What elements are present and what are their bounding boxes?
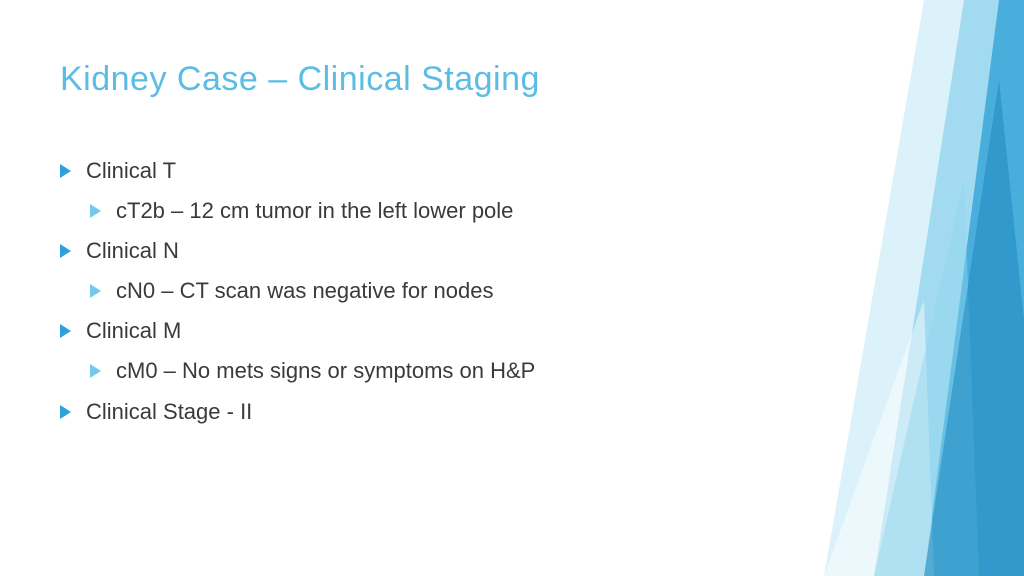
sub-list-item: cT2b – 12 cm tumor in the left lower pol…: [90, 194, 760, 228]
sub-list-item-label: cM0 – No mets signs or symptoms on H&P: [116, 358, 535, 383]
list-item: Clinical M cM0 – No mets signs or symptom…: [60, 314, 760, 388]
slide-content: Kidney Case – Clinical Staging Clinical …: [60, 60, 760, 435]
sub-list: cN0 – CT scan was negative for nodes: [86, 274, 760, 308]
sub-list-item-label: cN0 – CT scan was negative for nodes: [116, 278, 493, 303]
sub-list-item-label: cT2b – 12 cm tumor in the left lower pol…: [116, 198, 513, 223]
list-item-label: Clinical T: [86, 158, 176, 183]
sub-list-item: cN0 – CT scan was negative for nodes: [90, 274, 760, 308]
slide-title: Kidney Case – Clinical Staging: [60, 60, 760, 99]
sub-list-item: cM0 – No mets signs or symptoms on H&P: [90, 354, 760, 388]
sub-list: cT2b – 12 cm tumor in the left lower pol…: [86, 194, 760, 228]
list-item: Clinical T cT2b – 12 cm tumor in the left…: [60, 154, 760, 228]
list-item-label: Clinical Stage - II: [86, 399, 252, 424]
bullet-list: Clinical T cT2b – 12 cm tumor in the left…: [60, 154, 760, 429]
list-item-label: Clinical N: [86, 238, 179, 263]
list-item-label: Clinical M: [86, 318, 181, 343]
sub-list: cM0 – No mets signs or symptoms on H&P: [86, 354, 760, 388]
list-item: Clinical Stage - II: [60, 395, 760, 429]
list-item: Clinical N cN0 – CT scan was negative for…: [60, 234, 760, 308]
decorative-shapes: [764, 0, 1024, 576]
slide: Kidney Case – Clinical Staging Clinical …: [0, 0, 1024, 576]
